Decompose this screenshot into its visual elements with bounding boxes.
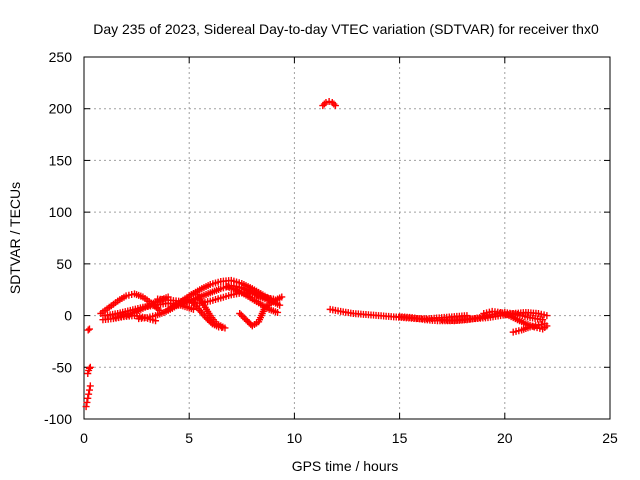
x-tick-label: 0 [80,430,88,446]
y-axis-label: SDTVAR / TECUs [7,182,23,294]
data-point [85,386,93,394]
data-point [325,97,333,105]
data-point [322,99,330,107]
data-point [86,363,94,371]
y-tick-label: 50 [56,256,72,272]
data-point [278,293,286,301]
data-point [242,316,250,324]
data-point [331,102,339,110]
y-tick-label: -100 [44,411,72,427]
data-point [85,390,93,398]
series-arc-i [194,291,227,331]
series-arc-early-mid [84,363,94,377]
y-tick-label: 100 [49,204,73,220]
data-point [219,323,227,331]
series-arc-j [236,293,286,330]
data-point [239,313,247,321]
y-tick-label: 200 [49,101,73,117]
x-tick-label: 10 [287,430,303,446]
data-points [82,97,551,411]
data-point [543,312,551,320]
data-point [244,317,252,325]
chart-title: Day 235 of 2023, Sidereal Day-to-day VTE… [93,21,599,37]
data-point [83,398,91,406]
x-tick-label: 5 [185,430,193,446]
series-arc-l [135,295,193,323]
x-tick-label: 25 [602,430,618,446]
y-tick-label: 150 [49,152,73,168]
data-point [85,325,93,333]
data-point [85,364,93,372]
series-arc-p [480,307,551,333]
y-tick-label: -50 [52,359,72,375]
axis-ticks: 0 5 10 15 20 25 -100 -50 0 50 100 150 200 250 [44,49,618,446]
data-point [240,314,248,322]
data-point [237,311,245,319]
data-point [236,310,244,318]
data-point [84,326,92,334]
data-point [274,308,282,316]
y-tick-label: 0 [64,308,72,324]
series-arc-early-top [84,325,93,334]
data-point [84,394,92,402]
y-tick-label: 250 [49,49,73,65]
series-arc-spike [319,97,339,110]
data-point [84,369,92,377]
data-point [541,320,549,328]
series-arc-q [509,320,549,336]
plot-frame [83,56,611,420]
x-tick-label: 15 [392,430,408,446]
series-arc-b [101,299,197,320]
series-arc-k [223,283,282,316]
data-point [276,301,284,309]
series-arc-early-low [82,382,94,411]
data-point [320,100,328,108]
data-point [319,102,327,110]
series-arc-o [438,308,547,325]
data-point [185,295,193,303]
data-point [245,319,253,327]
data-point [86,382,94,390]
x-axis-label: GPS time / hours [292,458,399,474]
data-point [539,316,547,324]
data-point [330,100,338,108]
data-point [328,99,336,107]
data-point [82,403,90,411]
x-tick-label: 20 [497,430,513,446]
grid [84,57,610,419]
